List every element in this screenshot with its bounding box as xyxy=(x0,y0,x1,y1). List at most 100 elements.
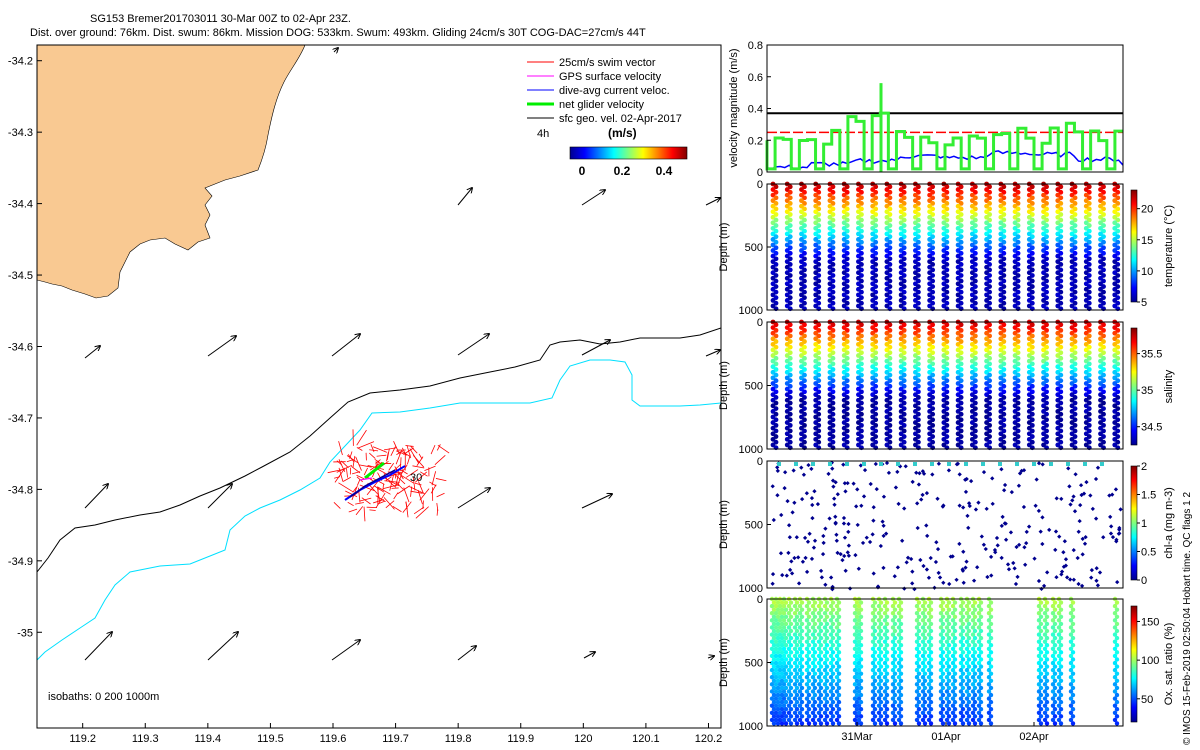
depth-sample xyxy=(986,632,992,637)
depth-sample xyxy=(966,643,972,648)
depth-sample xyxy=(966,685,972,691)
depth-sample xyxy=(1052,699,1058,705)
depth-sample xyxy=(775,621,781,627)
depth-sample xyxy=(955,336,961,342)
depth-sample xyxy=(916,692,922,698)
depth-sample xyxy=(930,361,936,367)
depth-sample xyxy=(986,689,992,694)
depth-sample xyxy=(898,600,904,605)
depth-sample xyxy=(920,625,926,630)
depth-sample xyxy=(1058,692,1064,698)
depth-sample xyxy=(913,325,918,330)
depth-sample xyxy=(988,607,994,612)
depth-sample xyxy=(794,614,800,619)
depth-sample xyxy=(969,425,975,431)
depth-sample xyxy=(884,650,890,655)
depth-sample xyxy=(844,361,850,367)
depth-sample xyxy=(1056,618,1062,623)
depth-sample xyxy=(836,685,842,691)
depth-sample xyxy=(884,381,890,386)
depth-sample xyxy=(969,325,975,330)
depth-sample xyxy=(1001,333,1007,339)
depth-sample xyxy=(845,462,849,467)
depth-sample xyxy=(822,625,828,630)
depth-sample xyxy=(922,685,928,691)
depth-sample xyxy=(828,696,834,701)
depth-sample xyxy=(930,339,936,344)
depth-sample xyxy=(771,517,776,523)
depth-sample xyxy=(1044,411,1049,417)
swim-vector xyxy=(418,481,424,494)
depth-sample xyxy=(1115,395,1121,400)
depth-sample xyxy=(958,339,964,344)
depth-sample xyxy=(952,721,958,726)
depth-sample xyxy=(916,643,922,648)
depth-sample xyxy=(818,699,824,705)
depth-sample xyxy=(773,667,779,673)
depth-sample xyxy=(873,428,879,434)
depth-sample xyxy=(797,632,803,637)
depth-sample xyxy=(1101,439,1106,445)
depth-sample xyxy=(958,406,964,412)
depth-sample xyxy=(884,671,890,676)
depth-sample xyxy=(1117,527,1122,532)
depth-sample xyxy=(792,646,798,651)
depth-sample xyxy=(1070,714,1076,719)
depth-sample xyxy=(892,671,898,676)
depth-sample xyxy=(927,414,933,420)
depth-sample xyxy=(1058,372,1064,378)
swim-vector xyxy=(346,468,348,478)
depth-sample xyxy=(1044,657,1050,662)
depth-sample xyxy=(770,325,776,330)
depth-sample xyxy=(872,657,878,662)
depth-sample xyxy=(1026,392,1032,398)
sfc-arrow xyxy=(457,646,476,661)
depth-sample xyxy=(954,577,959,582)
depth-sample xyxy=(930,372,936,378)
gps-velocity-vector xyxy=(359,477,373,481)
depth-sample xyxy=(1053,529,1059,534)
depth-sample xyxy=(830,635,836,641)
depth-sample xyxy=(966,621,972,627)
depth-sample xyxy=(927,330,933,336)
depth-sample xyxy=(998,403,1004,409)
depth-sample xyxy=(773,675,779,680)
swim-vector xyxy=(361,497,371,505)
depth-sample xyxy=(854,664,860,669)
depth-sample xyxy=(769,667,775,673)
depth-sample xyxy=(958,333,964,339)
depth-sample xyxy=(822,646,828,651)
depth-sample xyxy=(934,540,939,545)
depth-sample xyxy=(1038,607,1044,612)
depth-sample xyxy=(806,699,812,705)
depth-sample xyxy=(1055,420,1061,425)
depth-sample xyxy=(972,692,978,698)
depth-sample xyxy=(884,420,890,425)
depth-sample xyxy=(852,696,858,701)
depth-sample xyxy=(998,414,1004,420)
depth-sample xyxy=(1115,389,1121,395)
depth-sample xyxy=(1041,386,1046,392)
depth-sample xyxy=(804,491,809,496)
depth-sample xyxy=(887,327,893,333)
depth-sample xyxy=(1026,375,1032,381)
depth-sample xyxy=(804,603,810,609)
depth-sample xyxy=(806,643,812,648)
depth-sample xyxy=(964,717,970,723)
depth-sample xyxy=(998,431,1004,437)
depth-sample xyxy=(873,400,879,406)
depth-sample xyxy=(779,657,785,662)
depth-sample xyxy=(1069,431,1075,437)
swim-vector xyxy=(363,467,368,476)
depth-sample xyxy=(786,667,792,673)
depth-sample xyxy=(771,714,777,719)
depth-sample xyxy=(916,600,922,605)
depth-sample xyxy=(952,678,958,683)
depth-sample xyxy=(1029,339,1035,344)
depth-sample xyxy=(882,653,888,659)
depth-sample xyxy=(952,657,958,662)
depth-sample xyxy=(813,409,819,414)
depth-sample xyxy=(779,600,785,605)
depth-sample xyxy=(873,322,879,328)
depth-sample xyxy=(835,550,840,555)
